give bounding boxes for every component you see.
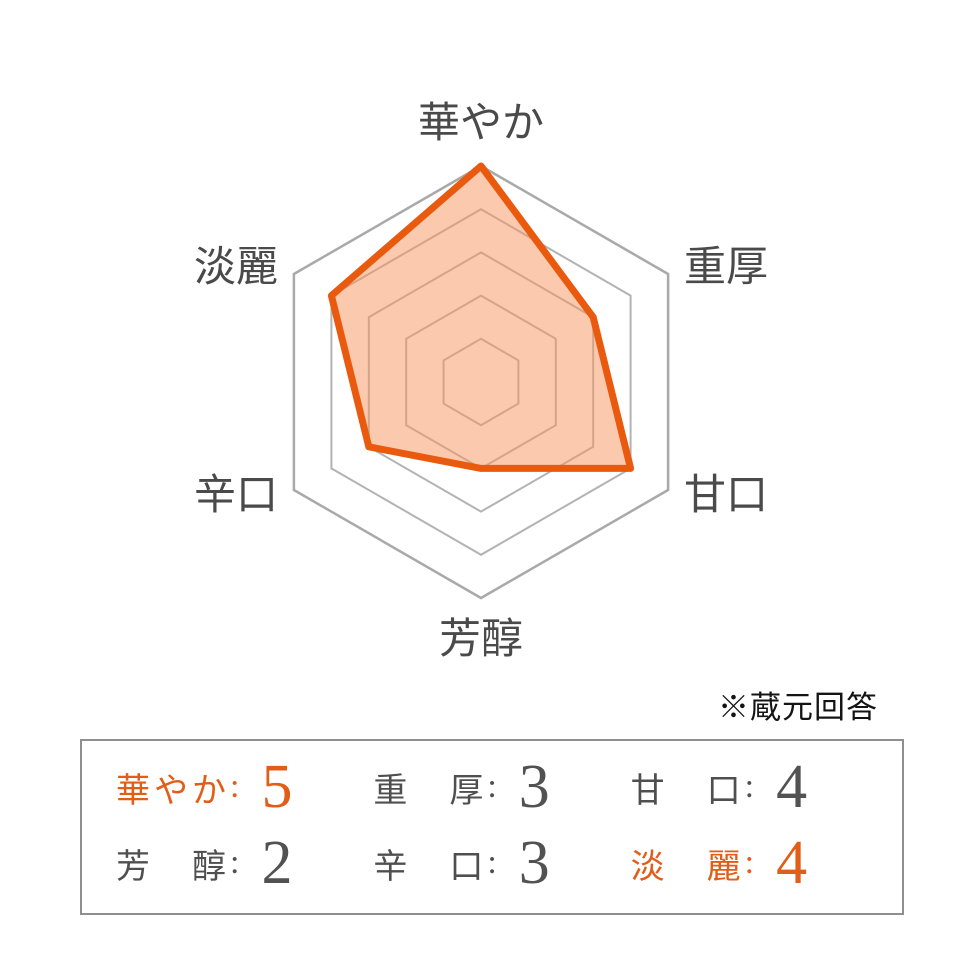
score-colon: : [487, 768, 497, 805]
score-colon: : [230, 844, 240, 881]
score-value: 3 [518, 829, 550, 897]
score-cell-juko: 重厚:3 [373, 756, 630, 818]
score-value: 2 [261, 829, 293, 897]
score-cell-karakuchi: 辛口:3 [373, 832, 630, 894]
axis-label-tanrei: 淡麗 [194, 245, 278, 291]
score-cell-hojun: 芳醇:2 [116, 832, 373, 894]
axis-label-karakuchi: 辛口 [194, 473, 278, 519]
score-cell-amakuchi: 甘口:4 [631, 756, 888, 818]
score-value: 3 [518, 753, 550, 821]
score-colon: : [744, 768, 755, 805]
score-value: 5 [261, 753, 293, 821]
score-label: 芳醇 [116, 848, 226, 886]
score-table: 華やか:5 重厚:3 甘口:4 芳醇:2 辛口:3 淡麗:4 [80, 739, 904, 915]
score-label: 淡麗 [630, 848, 741, 886]
radar-axis-labels: 華やか 重厚 甘口 芳醇 辛口 淡麗 [194, 101, 768, 663]
score-value: 4 [776, 753, 808, 821]
score-label: 重厚 [373, 772, 484, 810]
radar-data-polygon [327, 162, 635, 472]
axis-label-amakuchi: 甘口 [684, 473, 768, 519]
score-value: 4 [776, 829, 808, 897]
brewery-answer-note: ※蔵元回答 [718, 690, 878, 725]
axis-label-hanayaka: 華やか [418, 101, 544, 147]
score-label: 甘口 [630, 772, 741, 810]
axis-label-juko: 重厚 [684, 245, 768, 291]
score-colon: : [744, 844, 755, 881]
radar-chart: 華やか 重厚 甘口 芳醇 辛口 淡麗 [194, 101, 768, 663]
score-cell-hanayaka: 華やか:5 [116, 756, 373, 818]
score-cell-tanrei: 淡麗:4 [631, 832, 888, 894]
score-colon: : [487, 844, 497, 881]
score-colon: : [230, 768, 240, 805]
radar-chart-area: 華やか 重厚 甘口 芳醇 辛口 淡麗 [194, 101, 768, 663]
axis-label-hojun: 芳醇 [439, 617, 523, 663]
score-label: 華やか [116, 772, 226, 810]
score-label: 辛口 [373, 848, 484, 886]
radar-grid-ring [292, 164, 670, 600]
